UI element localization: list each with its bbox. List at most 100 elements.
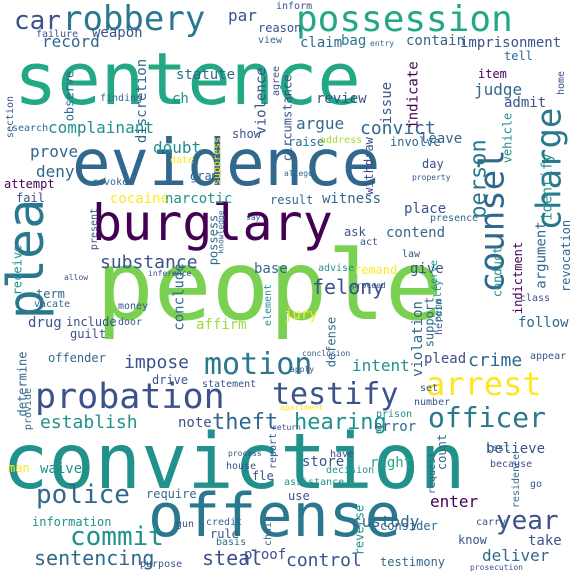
word-doubt: doubt bbox=[153, 138, 202, 157]
word-deny: deny bbox=[36, 162, 75, 181]
word-judge: judge bbox=[474, 80, 523, 99]
word-narcotic: narcotic bbox=[165, 191, 233, 207]
word-present: present bbox=[89, 207, 101, 251]
word-number: number bbox=[414, 397, 451, 408]
word-fle: fle bbox=[252, 469, 274, 483]
word-argue: argue bbox=[296, 114, 345, 133]
word-right: right bbox=[370, 455, 413, 471]
word-report: report bbox=[268, 432, 280, 470]
word-robbery: robbery bbox=[62, 0, 206, 39]
word-testimony: testimony bbox=[380, 555, 446, 569]
word-observe: observe bbox=[62, 70, 77, 122]
word-gun: gun bbox=[176, 519, 195, 530]
word-suppress: suppress bbox=[212, 136, 224, 186]
word-arrest: arrest bbox=[426, 365, 542, 403]
word-argument: argument bbox=[533, 221, 550, 289]
word-imprisonment: imprisonment bbox=[460, 35, 562, 51]
word-reason: reason bbox=[258, 21, 302, 35]
word-term: term bbox=[36, 287, 65, 301]
word-evidence: evidence bbox=[72, 127, 381, 201]
word-statement: statement bbox=[202, 379, 257, 390]
word-basis: basis bbox=[216, 537, 247, 548]
word-allow: allow bbox=[64, 273, 89, 282]
word-go: go bbox=[530, 479, 543, 490]
word-prove: prove bbox=[30, 142, 79, 161]
word-give: give bbox=[410, 261, 444, 277]
word-result: result bbox=[270, 193, 314, 207]
word-note: note bbox=[178, 415, 212, 431]
word-proceed: proceed bbox=[352, 281, 386, 290]
word-offender: offender bbox=[48, 351, 106, 365]
word-house: house bbox=[226, 461, 257, 472]
word-deliver: deliver bbox=[482, 546, 550, 565]
word-apartment: apartment bbox=[280, 403, 324, 412]
word-carry: carry bbox=[476, 517, 507, 528]
word-door: door bbox=[118, 317, 143, 328]
word-revoke: revoke bbox=[92, 177, 129, 188]
word-consider: consider bbox=[380, 519, 438, 533]
word-home: home bbox=[556, 70, 568, 96]
word-apply: apply bbox=[290, 365, 315, 374]
word-drive: drive bbox=[152, 373, 189, 387]
word-say: say bbox=[246, 213, 261, 222]
word-waive: waive bbox=[40, 461, 83, 477]
word-follow: follow bbox=[518, 315, 569, 331]
word-know: know bbox=[458, 533, 487, 547]
word-advise: advise bbox=[318, 263, 355, 274]
word-statute: statute bbox=[176, 67, 236, 83]
word-withdraw: withdraw bbox=[361, 137, 376, 195]
word-error: error bbox=[374, 419, 417, 435]
word-custody: custody bbox=[352, 512, 420, 531]
word-admit: admit bbox=[504, 95, 547, 111]
word-control: control bbox=[286, 550, 362, 571]
word-conduct: conduct bbox=[490, 246, 505, 298]
word-include: include bbox=[66, 315, 117, 329]
word-receive: receive bbox=[10, 244, 25, 296]
word-person: person bbox=[466, 139, 492, 219]
word-attempt: attempt bbox=[4, 177, 55, 191]
word-gram: gram bbox=[190, 169, 219, 183]
word-act: act bbox=[360, 237, 379, 248]
word-leave: leave bbox=[420, 131, 463, 147]
word-rule: rule bbox=[210, 527, 239, 541]
word-sentence: sentence bbox=[14, 37, 361, 121]
word-commit: commit bbox=[70, 522, 164, 552]
word-agree: agree bbox=[271, 65, 283, 97]
word-test: test bbox=[486, 443, 511, 454]
word-request: request bbox=[427, 451, 439, 495]
word-take: take bbox=[528, 533, 562, 549]
word-purpose: purpose bbox=[140, 559, 183, 570]
word-review: review bbox=[316, 91, 367, 107]
word-credit: credit bbox=[206, 517, 243, 528]
word-place: place bbox=[404, 201, 447, 217]
word-have: have bbox=[330, 449, 355, 460]
word-inform: inform bbox=[276, 1, 313, 12]
word-possession: possession bbox=[296, 0, 513, 40]
word-identify: identify bbox=[539, 153, 556, 221]
word-law: law bbox=[402, 249, 421, 260]
word-car: car bbox=[14, 6, 61, 36]
word-heroin: heroin bbox=[434, 298, 446, 336]
word-vacate: vacate bbox=[34, 299, 71, 310]
word-class: class bbox=[520, 293, 551, 304]
word-return: return bbox=[272, 423, 301, 432]
word-require: require bbox=[146, 487, 197, 501]
word-chain: chain bbox=[263, 515, 275, 547]
word-defense: defense bbox=[324, 316, 339, 368]
word-impose: impose bbox=[124, 352, 190, 373]
word-section: section bbox=[5, 95, 17, 139]
word-guilt: guilt bbox=[70, 327, 107, 341]
word-allege: allege bbox=[284, 169, 313, 178]
word-witness: witness bbox=[322, 191, 382, 207]
word-provide: provide bbox=[23, 387, 35, 431]
word-because: because bbox=[490, 459, 533, 470]
word-complainant: complainant bbox=[48, 118, 154, 137]
word-date: date bbox=[170, 155, 195, 166]
word-jury: jury bbox=[284, 307, 318, 323]
word-probation: probation bbox=[35, 377, 225, 417]
word-prosecution: prosecution bbox=[470, 563, 523, 572]
word-ch: ch bbox=[172, 91, 189, 107]
word-weapon: weapon bbox=[92, 25, 143, 41]
word-element: element bbox=[263, 283, 275, 327]
